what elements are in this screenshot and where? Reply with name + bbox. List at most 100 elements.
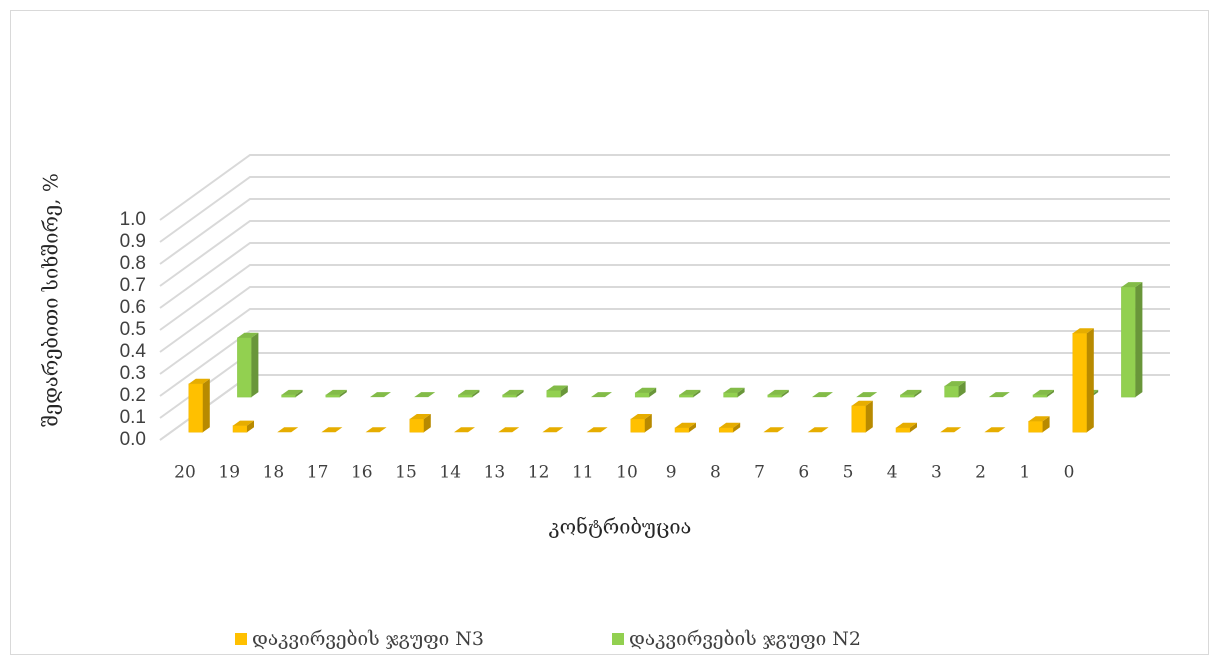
bar-side <box>516 389 524 398</box>
bar-side <box>560 385 568 398</box>
bar-top <box>498 427 520 433</box>
x-tick-label: 19 <box>218 463 240 483</box>
legend-swatch <box>235 633 247 645</box>
bar <box>763 427 785 433</box>
bar <box>718 422 741 433</box>
bar-front <box>546 390 562 398</box>
bar-side <box>781 389 789 398</box>
bar-front <box>895 427 911 433</box>
bar <box>1032 389 1054 398</box>
grid-line <box>159 308 1170 375</box>
bar <box>277 427 299 433</box>
x-tick-label: 16 <box>351 463 373 483</box>
bar <box>542 427 564 433</box>
bar <box>1121 282 1143 398</box>
bar-front <box>232 425 248 433</box>
x-tick-label: 1 <box>1019 463 1030 483</box>
bar <box>546 385 568 398</box>
bar-front <box>502 394 517 398</box>
bar-top <box>591 392 612 398</box>
bar-front <box>674 427 690 433</box>
bar-top <box>675 422 696 428</box>
bar-top <box>586 427 608 433</box>
bar-side <box>910 422 917 433</box>
bar-top <box>458 389 480 395</box>
bar-top <box>414 392 436 398</box>
bar <box>812 392 833 398</box>
bar-top <box>454 427 475 433</box>
bar-top <box>988 392 1010 398</box>
bar-front <box>634 392 650 398</box>
bar-top <box>542 427 564 433</box>
y-tick-label: 0.5 <box>120 319 146 340</box>
bar-front <box>1032 394 1048 398</box>
bar <box>679 389 701 398</box>
bar-front <box>188 383 204 433</box>
bar-top <box>502 389 524 395</box>
bar-top <box>321 427 343 433</box>
bar-front <box>1028 420 1043 433</box>
grid-line <box>159 198 1170 265</box>
bar-front <box>718 427 734 433</box>
x-axis-title: კონტრიბუცია <box>549 515 692 539</box>
bar-top <box>546 385 568 391</box>
bar-side <box>649 387 657 398</box>
bar-top <box>277 427 299 433</box>
bar <box>281 389 303 398</box>
y-tick-label: 0.3 <box>120 363 146 384</box>
bar <box>370 392 391 398</box>
x-tick-label: 15 <box>395 463 417 483</box>
x-tick-label: 13 <box>484 463 506 483</box>
grid-line <box>159 264 1170 331</box>
grid-line <box>159 154 1170 221</box>
legend-label: დაკვირვების ჯგუფი N3 <box>252 628 484 650</box>
bar-front <box>944 385 959 398</box>
bar-side <box>737 387 745 398</box>
bar-front <box>679 394 694 398</box>
bar <box>458 389 480 398</box>
legend-swatch <box>612 633 624 645</box>
y-tick-label: 0.9 <box>120 231 146 252</box>
bar-top <box>635 387 657 393</box>
y-tick-label: 0.4 <box>120 341 147 362</box>
bar <box>321 427 343 433</box>
bar-front <box>630 418 646 433</box>
x-tick-label: 12 <box>528 463 550 483</box>
bar-side <box>644 414 652 433</box>
grid-line <box>159 220 1170 287</box>
x-tick-label: 18 <box>263 463 285 483</box>
bar-side <box>1042 416 1050 433</box>
bar-top <box>1028 416 1050 422</box>
bar-top <box>1033 389 1054 395</box>
y-tick-label: 0.1 <box>120 407 146 428</box>
bar-side <box>733 422 741 433</box>
bar-front <box>851 405 867 433</box>
bar-front <box>767 394 783 398</box>
bar <box>674 422 696 433</box>
bar-front <box>723 392 738 398</box>
bar-top <box>856 392 878 398</box>
bar-top <box>233 420 254 426</box>
bar <box>856 392 878 398</box>
bar-front <box>409 418 425 433</box>
bar-top <box>723 387 745 393</box>
bar <box>414 392 436 398</box>
x-tick-label: 4 <box>887 463 898 483</box>
bar <box>807 427 829 433</box>
bar <box>940 427 962 433</box>
bar <box>630 414 652 433</box>
y-axis-title: შედარებითი სიხშირე, % <box>39 173 63 427</box>
bar-top <box>944 381 966 387</box>
bar <box>454 427 475 433</box>
bar-top <box>900 389 922 395</box>
bar-front <box>900 394 915 398</box>
x-tick-label: 8 <box>710 463 721 483</box>
bar <box>591 392 612 398</box>
bar <box>1072 328 1094 433</box>
bar-side <box>339 389 347 398</box>
x-tick-label: 5 <box>843 463 854 483</box>
bar-front <box>1121 286 1136 398</box>
bar-top <box>409 414 431 419</box>
bar <box>502 389 524 398</box>
bar-top <box>1072 328 1094 334</box>
